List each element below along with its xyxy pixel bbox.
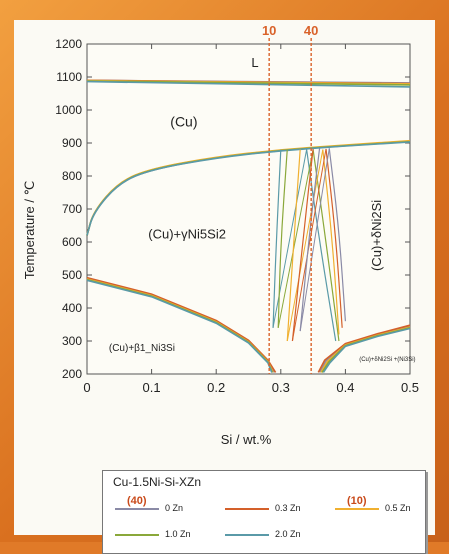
x-tick-label: 0.1 [143,380,161,395]
lens-curve-left [299,148,321,332]
y-tick-label: 900 [62,136,82,150]
region-label: (Cu) [170,114,197,130]
legend-title: Cu-1.5Ni-Si-XZn [113,475,202,489]
lens-curve-cross [277,149,314,328]
vertical-marker-label: 10 [262,23,276,38]
y-tick-label: 400 [62,301,82,315]
lens-curve-cross [299,148,330,332]
series-line-solvus [86,141,411,236]
lens-curve-right [325,148,343,328]
legend-label: 0.5 Zn [385,503,411,513]
tick-layer: 200 300 400 500 600 700 800 900 1000 1100 1200 0 0.1… [55,37,419,395]
legend-swatch [225,533,269,536]
region-label: L [251,55,258,70]
legend-entry: 1.0 Zn [115,529,191,545]
lens-curve-right [328,148,346,322]
x-tick-label: 0 [83,380,90,395]
legend: Cu-1.5Ni-Si-XZn (40) 0 Zn 0.3 Zn (10) 0.5 Zn… [102,470,426,554]
vertical-marker-layer: 10 40 [262,23,318,374]
series-line-lower-right [317,324,411,373]
legend-label: 0.3 Zn [275,503,301,513]
y-tick-label: 200 [62,367,82,381]
legend-entry: 0.3 Zn [225,503,301,519]
region-label-layer: L (Cu) (Cu)+γNi5Si2 (Cu)+δNi2Si (Cu)+β1_Ni3S… [109,55,416,363]
legend-label: 1.0 Zn [165,529,191,539]
y-tick-label: 1100 [56,70,82,84]
legend-label: 0 Zn [165,503,184,513]
y-tick-label: 1000 [55,103,82,117]
legend-marker-label: (10) [347,494,367,507]
series-line-liquidus [86,80,411,86]
lens-curve-left [286,149,301,342]
legend-swatch [225,507,269,510]
legend-entry: 2.0 Zn [225,529,301,545]
series-layer [86,79,411,373]
lens-curve-right [322,149,340,335]
lens-curve-left [272,149,282,328]
region-label: (Cu)+δNi2Si +(Ni3Si) [359,357,415,363]
legend-swatch [115,533,159,536]
lens-curve-cross [291,148,327,342]
lens-curve-right [312,149,340,342]
y-tick-label: 300 [62,334,82,348]
series-line-lower-left [86,276,277,373]
legend-entry: (10) 0.5 Zn [335,495,411,519]
x-axis-label: Si / wt.% [221,432,272,447]
legend-entry: (40) 0 Zn [115,495,184,519]
lens-curve-cross [286,149,324,342]
y-axis-label: Temperature / ℃ [22,181,37,279]
region-label: (Cu)+δNi2Si [369,200,384,271]
x-tick-label: 0.3 [272,380,290,395]
phase-diagram-plot: 200 300 400 500 600 700 800 900 1000 1100 1200 0 0.1… [22,23,419,447]
x-tick-label: 0.5 [401,380,419,395]
legend-swatch: (40) [115,495,159,510]
y-tick-label: 500 [62,268,82,282]
region-label: (Cu)+β1_Ni3Si [109,343,175,354]
lens-curve-left [277,149,288,328]
legend-label: 2.0 Zn [275,529,301,539]
y-tick-label: 700 [62,202,82,216]
legend-swatch: (10) [335,495,379,510]
lens-curve-left [291,148,314,342]
y-tick-label: 1200 [55,37,82,51]
x-tick-label: 0.4 [336,380,354,395]
series-line-liquidus [86,80,411,88]
chart-panel: 200 300 400 500 600 700 800 900 1000 1100 1200 0 0.1… [14,20,435,554]
y-tick-label: 600 [62,235,82,249]
x-tick-label: 0.2 [207,380,225,395]
vertical-marker-label: 40 [304,23,318,38]
series-line-lower-right [322,327,411,373]
region-label: (Cu)+γNi5Si2 [148,227,226,242]
plot-area [86,43,411,375]
legend-marker-label: (40) [127,494,147,507]
y-tick-label: 800 [62,169,82,183]
